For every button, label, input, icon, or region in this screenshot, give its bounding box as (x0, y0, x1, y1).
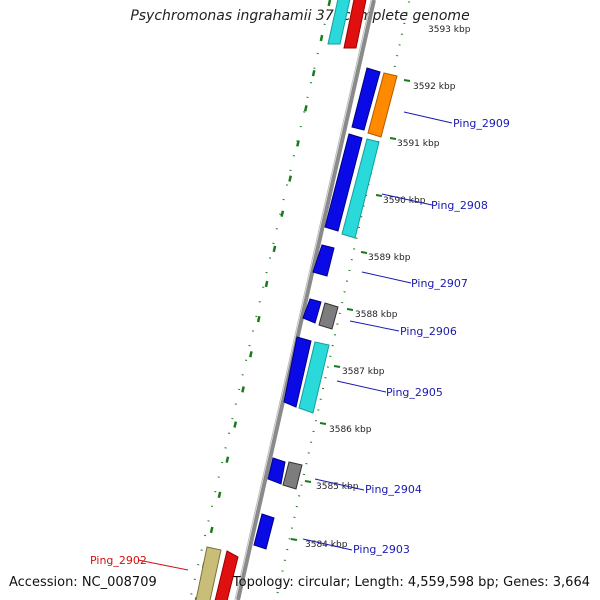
gene-ping2902-red[interactable] (214, 550, 239, 600)
tick-label-3585: 3585 kbp (316, 482, 359, 492)
gene-label-ping-2905[interactable]: Ping_2905 (386, 386, 443, 399)
gene-ping2906-blue[interactable] (302, 298, 322, 324)
tick-label-3590: 3590 kbp (383, 196, 426, 206)
gene-ping2908-blue[interactable] (324, 133, 363, 232)
tick-label-3587: 3587 kbp (342, 367, 385, 377)
gene-label-ping-2906[interactable]: Ping_2906 (400, 325, 457, 338)
topology-text: Topology: circular; Length: 4,559,598 bp… (232, 575, 590, 590)
gene-label-ping-2907[interactable]: Ping_2907 (411, 277, 468, 290)
gene-ping2905-cyan[interactable] (298, 341, 330, 414)
gene-ping2903-blue[interactable] (253, 513, 275, 550)
map-title: Psychromonas ingrahamii 37, complete gen… (130, 8, 470, 24)
gene-ping2907-blue[interactable] (312, 244, 335, 277)
gene-ping2909-orange[interactable] (367, 72, 398, 138)
gene-top-red[interactable] (343, 0, 368, 49)
tick-label-3592: 3592 kbp (413, 82, 456, 92)
gene-label-ping-2908[interactable]: Ping_2908 (431, 199, 488, 212)
tick-marks (290, 79, 411, 541)
gene-label-ping-2904[interactable]: Ping_2904 (365, 483, 422, 496)
tick-label-3586: 3586 kbp (329, 425, 372, 435)
gene-label-ping-2903[interactable]: Ping_2903 (353, 543, 410, 556)
gene-ping2904-gray[interactable] (282, 461, 303, 490)
label-leaders (137, 111, 453, 571)
gene-ping2908-cyan[interactable] (341, 138, 380, 239)
gene-label-ping-2909[interactable]: Ping_2909 (453, 117, 510, 130)
accession-text: Accession: NC_008709 (9, 575, 157, 590)
gene-top-cyan[interactable] (327, 0, 352, 45)
genome-backbone (236, 0, 376, 600)
tick-label-3588: 3588 kbp (355, 310, 398, 320)
gene-ping2904-blue[interactable] (267, 457, 286, 485)
gene-ping2909-blue[interactable] (351, 67, 381, 131)
tick-label-3593: 3593 kbp (428, 25, 471, 35)
gene-label-ping-2902[interactable]: Ping_2902 (90, 554, 147, 567)
gene-ping2902-khaki[interactable] (195, 546, 222, 600)
tick-label-3591: 3591 kbp (397, 139, 440, 149)
gene-ping2905-blue[interactable] (283, 336, 312, 408)
tick-label-3589: 3589 kbp (368, 253, 411, 263)
gene-ping2906-gray[interactable] (318, 302, 339, 330)
tick-label-3584: 3584 kbp (305, 540, 348, 550)
